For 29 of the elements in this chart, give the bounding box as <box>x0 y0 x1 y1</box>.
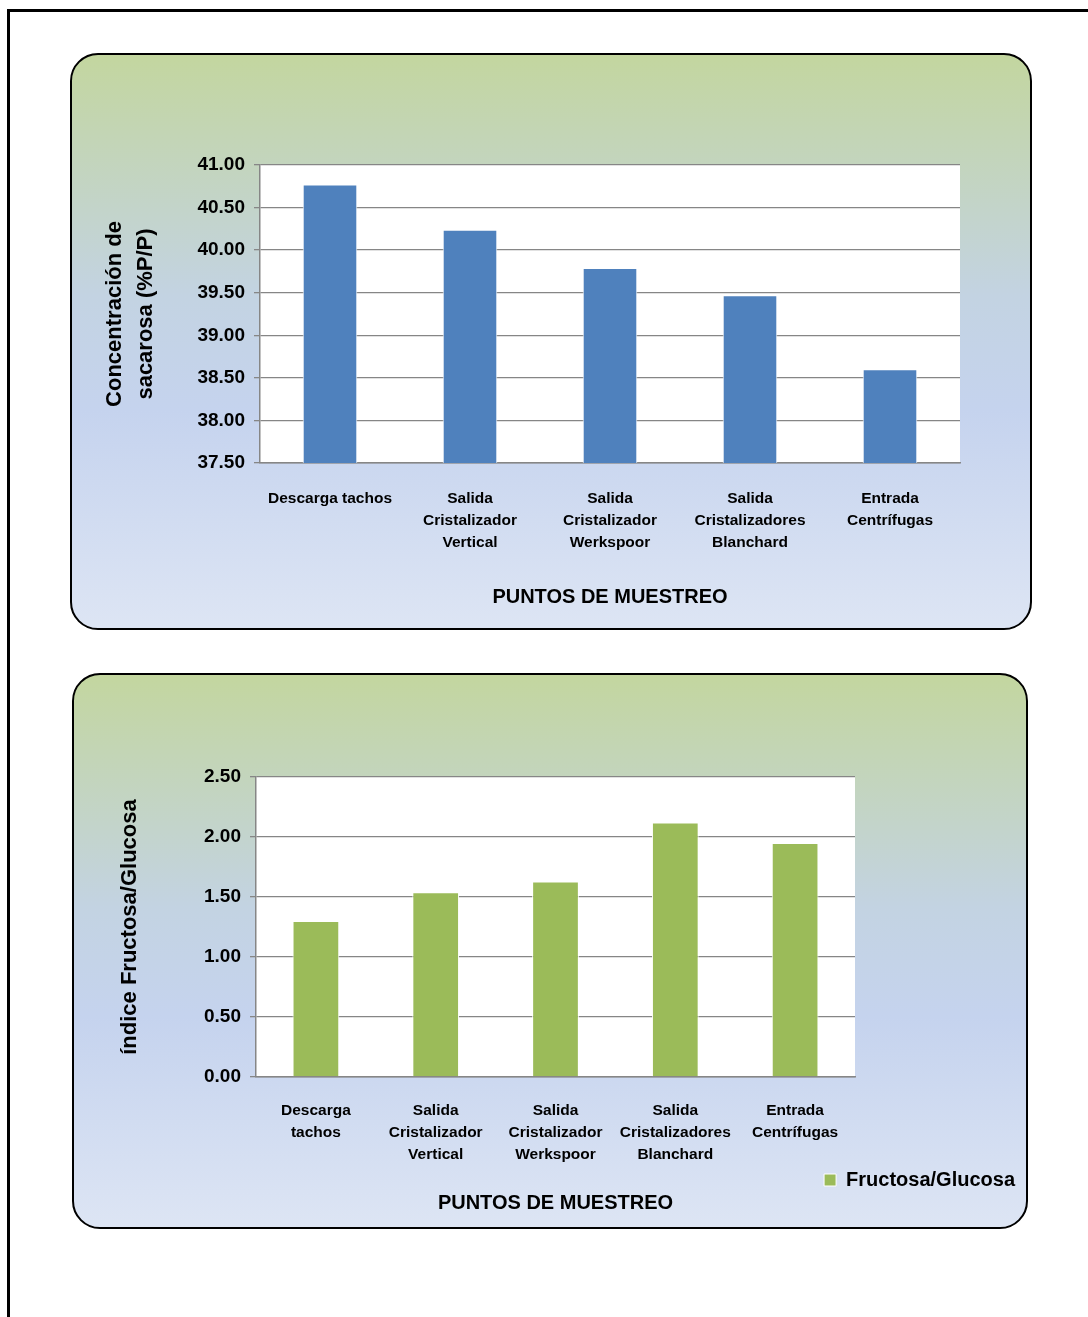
x-tick-label: Descarga tachos <box>267 488 393 506</box>
y-tick-label: 0.50 <box>204 1005 241 1027</box>
x-tick-label: Salida Cristalizadores Blanchard <box>619 1100 731 1163</box>
y-tick-label: 39.50 <box>197 280 245 302</box>
x-axis-title: PUNTOS DE MUESTREO <box>492 584 728 607</box>
y-tick-label: 38.00 <box>197 408 245 430</box>
x-tick-label: Salida Cristalizadores Blanchard <box>694 488 806 551</box>
y-tick-label: 41.00 <box>197 153 245 175</box>
legend-label: Fructosa/Glucosa <box>846 1167 1016 1190</box>
y-axis-title: índice Fructosa/Glucosa <box>116 798 142 1055</box>
y-tick-label: 2.00 <box>204 825 241 847</box>
y-axis-title: Concentración de sacarosa (%P/P) <box>101 221 158 407</box>
y-tick-label: 37.50 <box>197 451 245 473</box>
x-tick-label: Entrada Centrífugas <box>846 488 934 528</box>
x-tick-label: Entrada Centrífugas <box>752 1100 839 1140</box>
y-tick-label: 1.00 <box>204 945 241 967</box>
x-tick-label: Salida Cristalizador Vertical <box>388 1100 483 1163</box>
y-tick-label: 40.00 <box>197 238 245 260</box>
x-tick-label: Descarga tachos <box>281 1100 352 1140</box>
y-tick-label: 39.00 <box>197 323 245 345</box>
x-axis-title: PUNTOS DE MUESTREO <box>437 1190 674 1213</box>
x-tick-label: Salida Cristalizador Vertical <box>423 488 517 551</box>
y-tick-label: 40.50 <box>197 195 245 217</box>
x-tick-label: Salida Cristalizador Werkspoor <box>508 1100 603 1163</box>
y-tick-label: 1.50 <box>204 885 241 907</box>
y-tick-label: 0.00 <box>204 1065 241 1087</box>
x-tick-label: Salida Cristalizador Werkspoor <box>563 488 657 551</box>
y-tick-label: 38.50 <box>197 366 245 388</box>
y-tick-label: 2.50 <box>204 765 241 787</box>
